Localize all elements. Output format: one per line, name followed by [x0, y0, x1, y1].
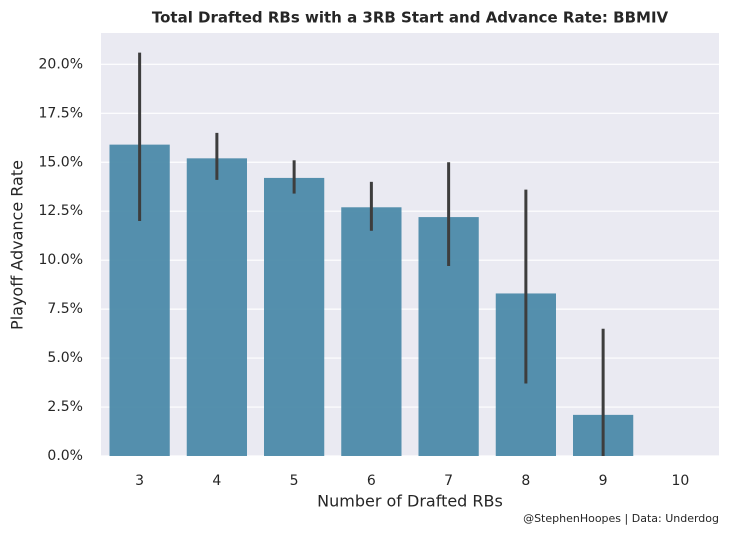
x-tick-label: 10 — [671, 473, 689, 489]
x-tick-label: 5 — [290, 473, 299, 489]
x-tick-label: 7 — [444, 473, 453, 489]
y-tick-label: 17.5% — [39, 105, 83, 121]
y-tick-label: 5.0% — [47, 350, 83, 366]
bar — [341, 207, 402, 456]
bar — [186, 158, 248, 457]
chart-title: Total Drafted RBs with a 3RB Start and A… — [152, 9, 669, 27]
y-tick-label: 10.0% — [39, 252, 83, 268]
y-tick-label: 20.0% — [39, 56, 83, 72]
x-tick-label: 6 — [367, 473, 376, 489]
y-tick-label: 2.5% — [47, 399, 83, 415]
x-axis-label: Number of Drafted RBs — [317, 492, 503, 511]
x-tick-label: 8 — [521, 473, 530, 489]
credit: @StephenHoopes | Data: Underdog — [523, 512, 719, 525]
y-tick-label: 15.0% — [39, 154, 83, 170]
x-tick-label: 9 — [599, 473, 608, 489]
y-axis-label: Playoff Advance Rate — [8, 160, 27, 330]
y-tick-label: 12.5% — [39, 203, 83, 219]
y-tick-label: 7.5% — [47, 301, 83, 317]
x-tick-label: 4 — [212, 473, 221, 489]
y-tick-label: 0.0% — [47, 448, 83, 464]
x-tick-label: 3 — [135, 473, 144, 489]
bar — [263, 177, 325, 456]
